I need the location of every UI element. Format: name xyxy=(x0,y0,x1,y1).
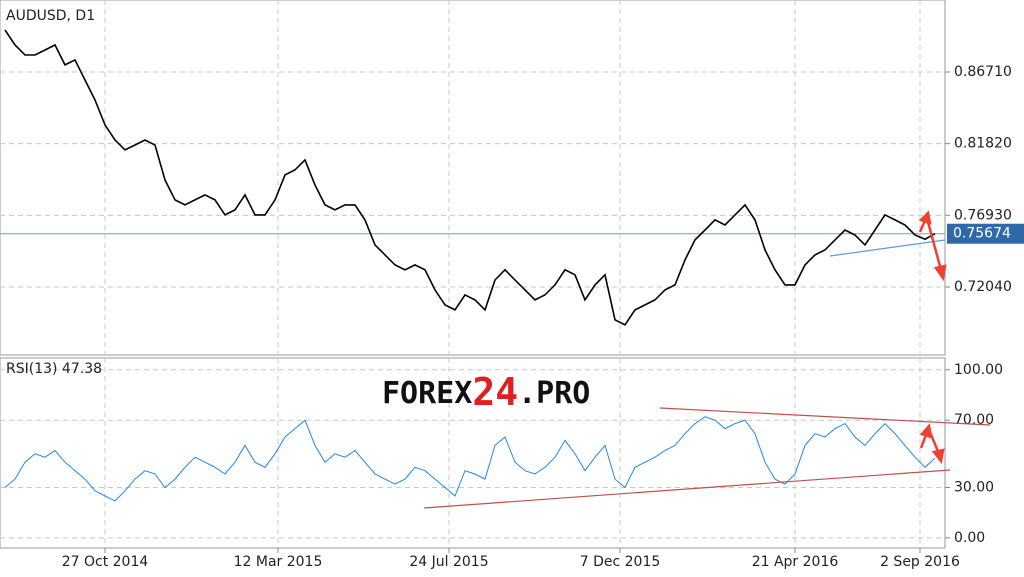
y-tick-label: 0.72040 xyxy=(954,279,1012,295)
x-tick-label: 7 Dec 2015 xyxy=(580,554,661,570)
y-tick-label: 100.00 xyxy=(954,362,1003,378)
current-price-box xyxy=(947,223,1024,244)
watermark-part: .PRO xyxy=(518,376,590,411)
arrow-down xyxy=(926,221,943,271)
x-tick-label: 27 Oct 2014 xyxy=(62,554,149,570)
watermark-part: FOREX xyxy=(382,376,472,411)
x-tick-label: 21 Apr 2016 xyxy=(752,554,839,570)
y-tick-label: 0.00 xyxy=(954,530,985,546)
watermark-part: 24 xyxy=(472,370,518,414)
y-tick-label: 30.00 xyxy=(954,479,994,495)
rsi-title: RSI(13) 47.38 xyxy=(6,361,102,377)
series-line xyxy=(4,29,936,326)
y-tick-label: 0.86710 xyxy=(954,64,1012,80)
y-tick-label: 0.81820 xyxy=(954,136,1012,152)
watermark: FOREX24.PRO xyxy=(382,370,590,414)
series-line xyxy=(4,416,936,502)
rsi-panel xyxy=(0,357,946,549)
arrows xyxy=(918,210,947,464)
price-title: AUDUSD, D1 xyxy=(6,8,95,24)
arrow-head xyxy=(933,264,947,282)
x-tick-label: 12 Mar 2015 xyxy=(234,554,323,570)
price-panel xyxy=(0,0,946,356)
arrow-head xyxy=(919,423,933,439)
arrow-head xyxy=(931,448,945,464)
support-line xyxy=(423,469,951,509)
resistance-line xyxy=(659,407,991,426)
x-tick-label: 2 Sep 2016 xyxy=(880,554,960,570)
y-tick-label: 70.00 xyxy=(954,412,994,428)
x-tick-label: 24 Jul 2015 xyxy=(409,554,488,570)
arrow-head xyxy=(918,210,932,225)
y-tick-label: 0.76930 xyxy=(954,207,1012,223)
support-line xyxy=(829,239,946,257)
current-price-label: 0.75674 xyxy=(953,226,1011,242)
